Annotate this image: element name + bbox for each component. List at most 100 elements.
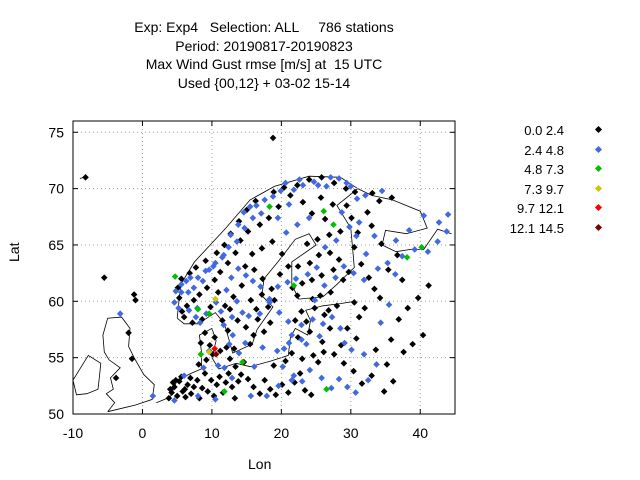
- data-point: [354, 229, 362, 236]
- data-point: [403, 254, 411, 261]
- data-point: [149, 392, 157, 400]
- data-point: [326, 249, 334, 257]
- legend-swatch-marker: [594, 223, 603, 231]
- data-point: [223, 286, 230, 294]
- data-point: [214, 288, 222, 296]
- y-tick-label: 60: [48, 293, 64, 309]
- data-point: [285, 263, 292, 270]
- data-point: [299, 181, 307, 189]
- data-point: [288, 376, 296, 384]
- data-point: [376, 294, 384, 302]
- data-point: [265, 214, 273, 222]
- legend-item: 12.1 14.5: [470, 219, 620, 239]
- data-point: [308, 210, 316, 217]
- x-tick-label: 40: [412, 425, 428, 441]
- data-point: [371, 285, 378, 293]
- data-point: [171, 299, 178, 306]
- data-point: [360, 276, 368, 284]
- data-point: [201, 329, 209, 337]
- data-point: [269, 134, 277, 142]
- data-point: [198, 384, 206, 392]
- data-point: [328, 313, 336, 321]
- data-point: [405, 227, 413, 234]
- data-point: [289, 284, 296, 292]
- data-point: [321, 215, 329, 223]
- data-point: [335, 375, 343, 383]
- data-point: [303, 340, 310, 348]
- data-point: [230, 345, 238, 352]
- legend-item: 7.3 9.7: [470, 180, 620, 200]
- data-point: [350, 367, 357, 375]
- legend-label: 9.7 12.1: [517, 201, 564, 217]
- data-point: [298, 378, 306, 385]
- data-point: [343, 202, 350, 209]
- data-point: [398, 276, 406, 284]
- data-point: [205, 310, 213, 318]
- data-point: [305, 214, 313, 222]
- data-point: [339, 276, 347, 284]
- data-point: [212, 259, 219, 267]
- data-point: [169, 379, 177, 386]
- data-point: [266, 203, 273, 210]
- data-point: [308, 276, 316, 284]
- data-point: [434, 238, 441, 245]
- coastline-3: [102, 316, 155, 413]
- data-point: [306, 328, 314, 336]
- data-point: [284, 278, 291, 286]
- data-point: [294, 181, 301, 189]
- data-point: [217, 308, 225, 315]
- data-point: [279, 363, 287, 370]
- data-point: [204, 388, 212, 395]
- data-point: [253, 305, 260, 313]
- x-tick-label: 20: [274, 425, 290, 441]
- data-point: [266, 385, 274, 393]
- data-point: [378, 187, 386, 195]
- chart-title-line-3: Max Wind Gust rmse [m/s] at 15 UTC: [145, 56, 383, 72]
- data-point: [303, 240, 311, 248]
- data-point: [335, 175, 343, 182]
- y-tick-label: 55: [48, 350, 64, 366]
- data-point: [291, 379, 298, 386]
- data-point: [330, 179, 338, 187]
- data-point: [364, 376, 372, 384]
- data-point: [301, 387, 309, 394]
- data-point: [292, 275, 300, 283]
- data-point: [314, 358, 322, 366]
- data-point: [241, 263, 249, 270]
- legend-swatch-marker: [594, 203, 603, 212]
- data-point: [192, 264, 200, 271]
- data-point: [330, 221, 337, 228]
- data-point: [82, 174, 89, 181]
- data-point: [172, 287, 180, 295]
- data-point: [285, 318, 292, 325]
- data-point: [257, 210, 265, 217]
- data-point: [242, 323, 250, 331]
- data-point: [231, 394, 239, 402]
- data-point: [380, 388, 388, 395]
- data-point: [249, 214, 257, 222]
- data-point: [388, 194, 396, 201]
- data-point: [400, 348, 407, 356]
- data-point: [337, 228, 344, 235]
- data-point: [250, 266, 258, 274]
- coastline-1: [156, 300, 355, 404]
- data-point: [294, 334, 302, 341]
- data-point: [212, 295, 219, 303]
- legend-label: 4.8 7.3: [524, 162, 564, 178]
- data-point: [266, 319, 274, 327]
- data-point: [290, 186, 298, 194]
- data-point: [340, 359, 348, 367]
- data-point: [275, 203, 282, 210]
- legend-swatch-marker: [594, 145, 603, 153]
- data-point: [260, 328, 268, 336]
- data-point: [444, 211, 452, 218]
- legend-item: 2.4 4.8: [470, 141, 620, 161]
- data-point: [418, 243, 425, 251]
- data-point: [221, 302, 229, 310]
- data-point: [213, 249, 221, 257]
- data-point: [194, 305, 202, 313]
- data-point: [285, 339, 293, 347]
- data-point: [214, 362, 222, 369]
- data-point: [187, 274, 194, 281]
- data-point: [210, 392, 218, 400]
